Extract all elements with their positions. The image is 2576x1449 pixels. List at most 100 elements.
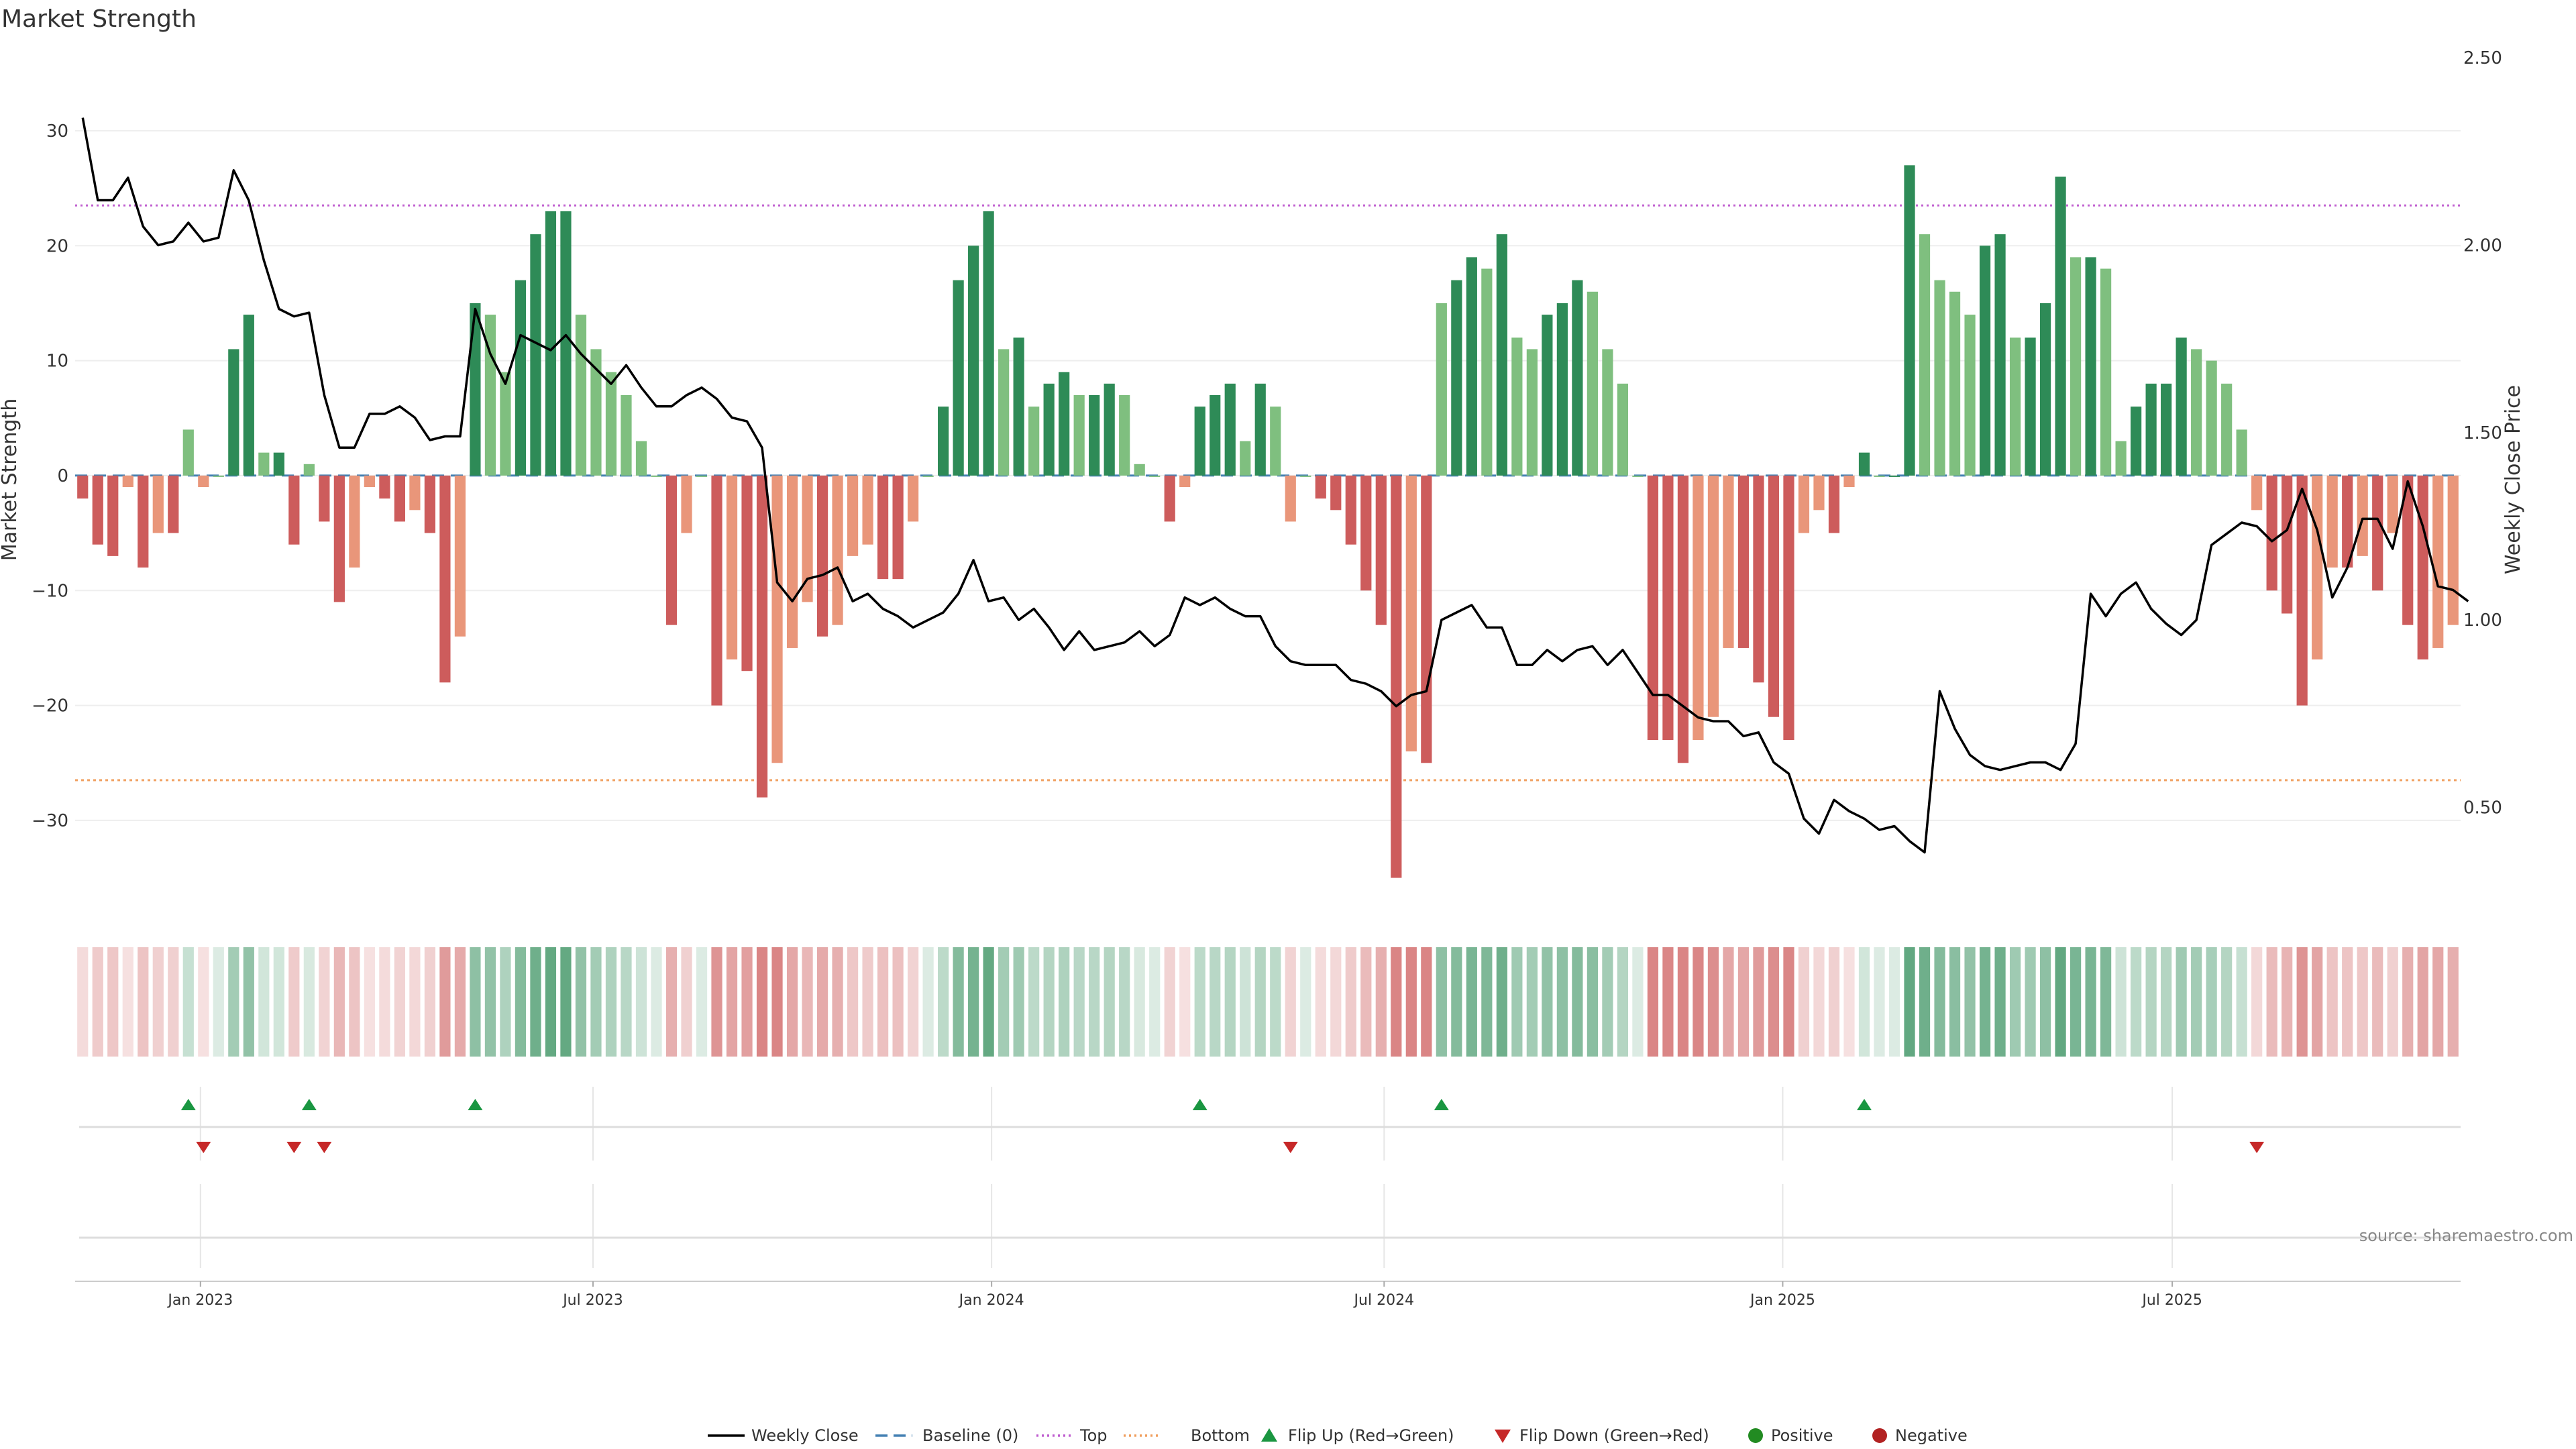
flip-up-marker <box>1192 1099 1208 1110</box>
strength-bar <box>968 246 979 476</box>
heat-cell <box>938 947 949 1057</box>
strength-bar <box>892 475 904 580</box>
heat-cell <box>847 947 859 1057</box>
strength-bar <box>2085 257 2096 476</box>
heat-cell <box>77 947 89 1057</box>
strength-bar <box>1300 475 1311 477</box>
heat-cell <box>2312 947 2323 1057</box>
legend-icon-flip-up <box>1261 1428 1277 1442</box>
strength-bar <box>1602 349 1613 476</box>
heat-cell <box>2131 947 2142 1057</box>
strength-bar <box>998 349 1010 476</box>
x-tick-label: Jan 2025 <box>1749 1292 1815 1309</box>
heat-cell <box>198 947 209 1057</box>
heat-cell <box>1134 947 1145 1057</box>
flip-up-marker <box>1434 1099 1449 1110</box>
strength-bar <box>1481 268 1493 476</box>
strength-bar <box>1375 475 1387 625</box>
strength-bar <box>1119 395 1130 476</box>
heat-cell <box>2191 947 2202 1057</box>
heat-cell <box>1059 947 1070 1057</box>
heat-cell <box>439 947 451 1057</box>
weekly-close-line <box>81 117 2469 854</box>
strength-bar <box>907 475 919 522</box>
heat-cell <box>273 947 284 1057</box>
heat-cell <box>1164 947 1175 1057</box>
heat-cell <box>122 947 133 1057</box>
heat-cell <box>2372 947 2383 1057</box>
heat-cell <box>1496 947 1507 1057</box>
heat-cell <box>922 947 934 1057</box>
strength-bar <box>1511 337 1523 476</box>
strength-bar <box>1013 337 1024 476</box>
strength-bar <box>122 475 133 488</box>
strength-bar <box>1994 234 2006 476</box>
strength-bar <box>1285 475 1296 522</box>
heat-cell <box>832 947 843 1057</box>
strength-bar <box>802 475 813 602</box>
strength-bar <box>1043 383 1055 476</box>
strength-bar <box>847 475 859 556</box>
strength-bar <box>816 475 828 637</box>
strength-bar <box>394 475 405 522</box>
heat-cell <box>2296 947 2308 1057</box>
legend: Weekly Close Baseline (0) Top Bottom Flip Up… <box>708 1426 1968 1445</box>
strength-bar <box>2009 337 2021 476</box>
heat-cell <box>1526 947 1538 1057</box>
strength-bar <box>2417 475 2428 660</box>
legend-label-bottom: Bottom <box>1191 1426 1250 1445</box>
strength-bar <box>1904 165 1915 476</box>
strength-bar <box>1526 349 1538 476</box>
strength-bar <box>213 475 224 477</box>
heat-cell <box>983 947 994 1057</box>
heat-cell <box>333 947 345 1057</box>
heat-cell <box>560 947 572 1057</box>
heat-cell <box>470 947 481 1057</box>
heat-cell <box>1315 947 1326 1057</box>
heat-cell <box>590 947 602 1057</box>
legend-label-flip-down: Flip Down (Green→Red) <box>1519 1426 1709 1445</box>
strength-bar <box>1436 303 1447 476</box>
heat-cell <box>1964 947 1976 1057</box>
heat-cell <box>1481 947 1493 1057</box>
strength-bar <box>2236 429 2247 476</box>
heat-cell <box>771 947 783 1057</box>
legend-icon-positive <box>1748 1428 1763 1443</box>
heat-cell <box>2100 947 2112 1057</box>
heat-cell <box>152 947 164 1057</box>
strength-bar <box>1179 475 1191 488</box>
strength-bar <box>1964 315 1976 476</box>
strength-bar <box>1421 475 1432 763</box>
strength-bar <box>1240 441 1251 476</box>
heat-cell <box>2161 947 2172 1057</box>
strength-bar <box>152 475 164 533</box>
strength-bar <box>832 475 843 625</box>
y-tick-label-left: 20 <box>46 236 68 256</box>
heat-cell <box>1662 947 1674 1057</box>
strength-bar <box>1693 475 1704 740</box>
x-tick-label: Jan 2023 <box>166 1292 233 1309</box>
strength-bar <box>1737 475 1750 648</box>
heat-cell <box>1753 947 1764 1057</box>
heat-cell <box>484 947 496 1057</box>
strength-bar <box>1104 383 1115 476</box>
heat-cell <box>2326 947 2338 1057</box>
legend-label-positive: Positive <box>1771 1426 1833 1445</box>
strength-bar <box>2266 475 2277 591</box>
x-axis: Jan 2023 Jul 2023 Jan 2024 Jul 2024 Jan 2025… <box>75 1281 2461 1309</box>
heat-cell <box>2221 947 2233 1057</box>
heat-cell <box>575 947 587 1057</box>
strength-bar <box>2326 475 2338 568</box>
strength-bar <box>983 211 994 476</box>
strength-bar <box>1391 475 1402 878</box>
flip-down-marker <box>2249 1142 2265 1153</box>
strength-bar <box>333 475 345 602</box>
y-tick-label-right: 0.50 <box>2463 798 2502 818</box>
heat-cell <box>2070 947 2082 1057</box>
strength-bar <box>484 315 496 476</box>
heat-cell <box>816 947 828 1057</box>
strength-bar <box>2055 176 2066 476</box>
strength-bar <box>1874 475 1885 477</box>
heat-cell <box>862 947 873 1057</box>
